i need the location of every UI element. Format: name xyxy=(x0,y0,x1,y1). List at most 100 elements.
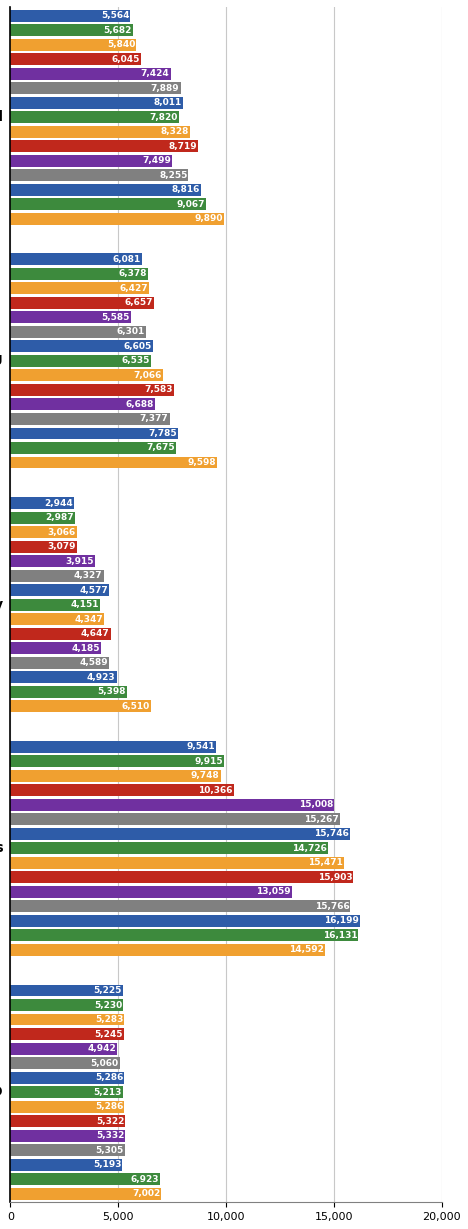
Bar xyxy=(10,370,163,381)
Text: 7,424: 7,424 xyxy=(141,69,169,79)
Bar xyxy=(10,1159,123,1170)
Text: 7,785: 7,785 xyxy=(149,429,177,438)
Bar xyxy=(10,398,154,410)
Bar xyxy=(10,326,146,338)
Text: 4,185: 4,185 xyxy=(71,644,100,653)
Bar xyxy=(10,184,201,195)
Bar xyxy=(10,383,174,396)
Bar xyxy=(10,140,198,152)
Bar xyxy=(10,901,351,912)
Text: 6,378: 6,378 xyxy=(118,269,147,279)
Text: 8,719: 8,719 xyxy=(169,141,197,151)
Text: 5,305: 5,305 xyxy=(95,1145,124,1154)
Text: 3,066: 3,066 xyxy=(47,527,75,537)
Text: Memory: Memory xyxy=(0,597,3,612)
Bar xyxy=(10,413,169,425)
Bar xyxy=(10,498,74,509)
Bar xyxy=(10,53,141,65)
Bar xyxy=(10,1014,124,1025)
Text: 4,647: 4,647 xyxy=(81,629,110,638)
Text: 4,151: 4,151 xyxy=(70,600,99,610)
Text: 7,377: 7,377 xyxy=(140,414,168,424)
Bar xyxy=(10,198,206,210)
Text: 6,045: 6,045 xyxy=(111,54,140,64)
Text: 5,322: 5,322 xyxy=(96,1117,124,1126)
Bar xyxy=(10,570,104,581)
Bar xyxy=(10,355,151,367)
Bar xyxy=(10,511,75,524)
Bar xyxy=(10,842,328,854)
Text: 7,889: 7,889 xyxy=(151,84,180,92)
Bar xyxy=(10,741,216,752)
Bar xyxy=(10,213,224,225)
Text: 15,766: 15,766 xyxy=(314,902,349,911)
Text: 5,398: 5,398 xyxy=(97,687,126,696)
Text: 9,598: 9,598 xyxy=(188,458,216,467)
Text: 15,008: 15,008 xyxy=(299,800,333,810)
Text: 14,592: 14,592 xyxy=(289,945,324,955)
Text: 5,230: 5,230 xyxy=(94,1000,122,1009)
Bar xyxy=(10,283,149,294)
Bar xyxy=(10,769,220,782)
Text: 6,427: 6,427 xyxy=(119,284,148,293)
Bar xyxy=(10,1144,125,1156)
Bar xyxy=(10,442,176,454)
Bar xyxy=(10,999,123,1011)
Bar xyxy=(10,671,117,683)
Text: 2,987: 2,987 xyxy=(45,512,74,522)
Bar xyxy=(10,584,109,596)
Text: 3,915: 3,915 xyxy=(66,557,94,565)
Bar xyxy=(10,886,292,898)
Bar xyxy=(10,814,340,826)
Text: 10,366: 10,366 xyxy=(198,785,233,795)
Text: 5,245: 5,245 xyxy=(94,1030,123,1039)
Text: 15,267: 15,267 xyxy=(304,815,338,823)
Text: Graphics: Graphics xyxy=(0,842,3,855)
Bar xyxy=(10,97,183,108)
Bar xyxy=(10,756,224,767)
Text: 5,286: 5,286 xyxy=(95,1102,124,1111)
Bar xyxy=(10,556,95,567)
Text: 5,564: 5,564 xyxy=(101,11,129,20)
Text: 4,327: 4,327 xyxy=(74,571,102,580)
Text: 16,131: 16,131 xyxy=(322,930,357,940)
Bar xyxy=(10,456,218,468)
Text: 4,347: 4,347 xyxy=(74,614,103,623)
Bar xyxy=(10,784,234,796)
Text: 6,510: 6,510 xyxy=(122,702,150,710)
Bar xyxy=(10,340,153,353)
Text: 13,059: 13,059 xyxy=(256,887,291,896)
Bar xyxy=(10,526,77,538)
Text: 5,225: 5,225 xyxy=(94,986,122,995)
Text: 8,255: 8,255 xyxy=(159,171,187,179)
Text: 7,820: 7,820 xyxy=(150,113,178,122)
Text: 9,915: 9,915 xyxy=(195,757,223,766)
Text: 15,903: 15,903 xyxy=(318,873,352,882)
Text: 4,589: 4,589 xyxy=(80,659,108,667)
Bar xyxy=(10,82,181,95)
Bar xyxy=(10,155,172,167)
Text: 5,682: 5,682 xyxy=(103,26,132,34)
Text: 14,726: 14,726 xyxy=(292,844,327,853)
Text: 6,605: 6,605 xyxy=(124,342,152,351)
Text: 9,541: 9,541 xyxy=(186,742,215,751)
Text: 15,471: 15,471 xyxy=(308,858,343,868)
Text: 5,213: 5,213 xyxy=(94,1088,122,1096)
Text: HDD: HDD xyxy=(0,1085,3,1099)
Text: 9,067: 9,067 xyxy=(176,200,205,209)
Bar xyxy=(10,428,178,440)
Bar xyxy=(10,25,133,36)
Bar xyxy=(10,1101,124,1112)
Text: 7,066: 7,066 xyxy=(133,371,162,380)
Text: 8,011: 8,011 xyxy=(154,98,182,107)
Text: 5,840: 5,840 xyxy=(107,41,135,49)
Bar xyxy=(10,686,127,698)
Text: 6,301: 6,301 xyxy=(117,327,145,337)
Text: 6,657: 6,657 xyxy=(124,299,153,307)
Text: 8,816: 8,816 xyxy=(171,186,199,194)
Bar xyxy=(10,541,77,553)
Bar xyxy=(10,68,170,80)
Text: 6,535: 6,535 xyxy=(122,356,150,365)
Bar xyxy=(10,1072,124,1084)
Bar xyxy=(10,1174,160,1185)
